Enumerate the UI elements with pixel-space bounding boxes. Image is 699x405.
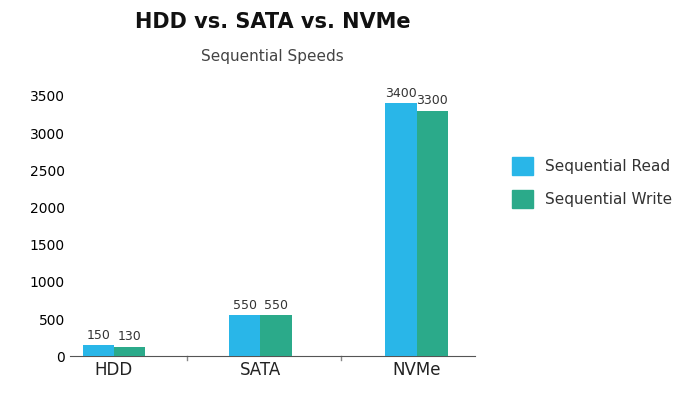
- Bar: [82, 345, 114, 356]
- Text: 150: 150: [86, 328, 110, 341]
- Legend: Sequential Read, Sequential Write: Sequential Read, Sequential Write: [504, 149, 680, 215]
- Bar: [261, 315, 291, 356]
- Text: 3300: 3300: [417, 94, 448, 107]
- Text: HDD vs. SATA vs. NVMe: HDD vs. SATA vs. NVMe: [135, 12, 410, 32]
- Text: 130: 130: [117, 330, 141, 343]
- Bar: [229, 315, 261, 356]
- Bar: [114, 347, 145, 356]
- Bar: [385, 103, 417, 356]
- Text: Sequential Speeds: Sequential Speeds: [201, 49, 344, 64]
- Text: 3400: 3400: [385, 87, 417, 100]
- Text: 550: 550: [233, 299, 257, 312]
- Text: 550: 550: [264, 299, 288, 312]
- Bar: [417, 111, 448, 356]
